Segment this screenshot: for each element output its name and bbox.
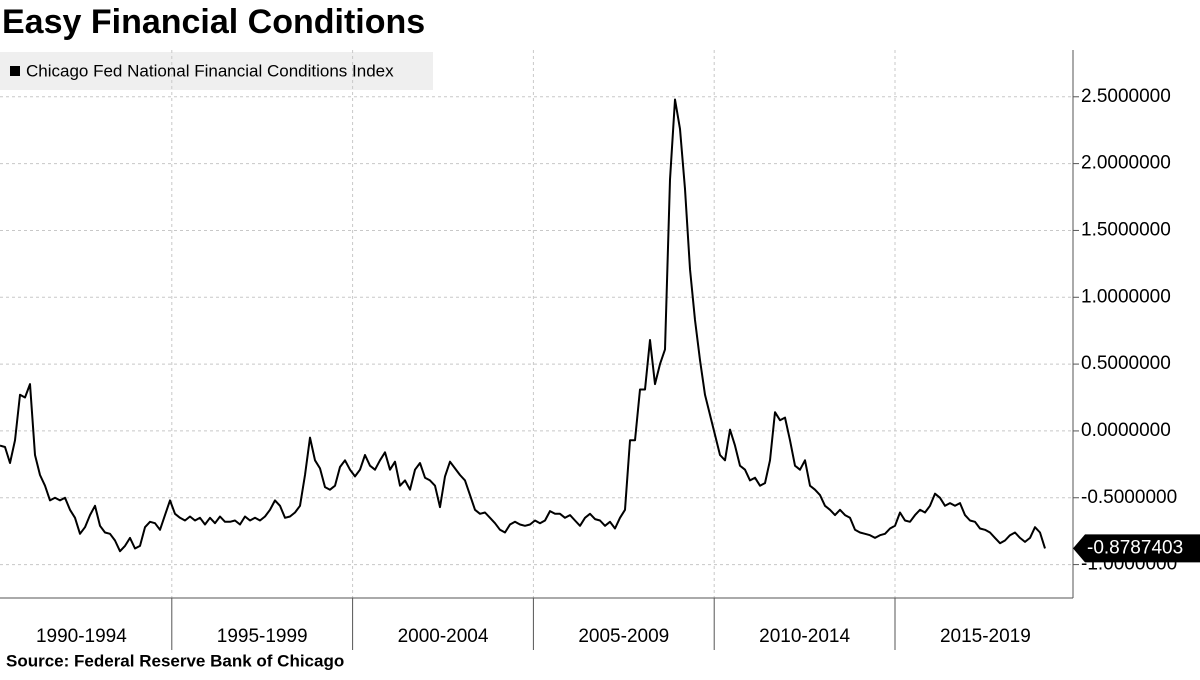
x-tick-label: 1995-1999 [217,626,308,647]
series-line [0,98,1046,553]
y-tick-label: 1.5000000 [1081,219,1171,240]
source: Source: Federal Reserve Bank of Chicago [6,651,344,670]
x-tick-label: 2000-2004 [398,626,489,647]
y-tick-label: 2.0000000 [1081,153,1171,174]
last-value-box [1073,534,1200,563]
x-tick-label: 2015-2019 [940,626,1031,647]
last-value-label: -0.8787403 [1087,537,1183,558]
x-tick-label: 2010-2014 [759,626,850,647]
legend-swatch [10,66,20,76]
chart-title: Easy Financial Conditions [2,3,425,41]
x-tick-label: 1990-1994 [36,626,127,647]
legend-label: Chicago Fed National Financial Condition… [26,61,394,80]
y-tick-label: 0.0000000 [1081,420,1171,441]
y-tick-label: 0.5000000 [1081,353,1171,374]
legend-box [0,52,433,90]
x-tick-label: 2005-2009 [578,626,669,647]
y-tick-label: 2.5000000 [1081,86,1171,107]
y-tick-label: 1.0000000 [1081,286,1171,307]
y-tick-label: -0.5000000 [1081,487,1177,508]
